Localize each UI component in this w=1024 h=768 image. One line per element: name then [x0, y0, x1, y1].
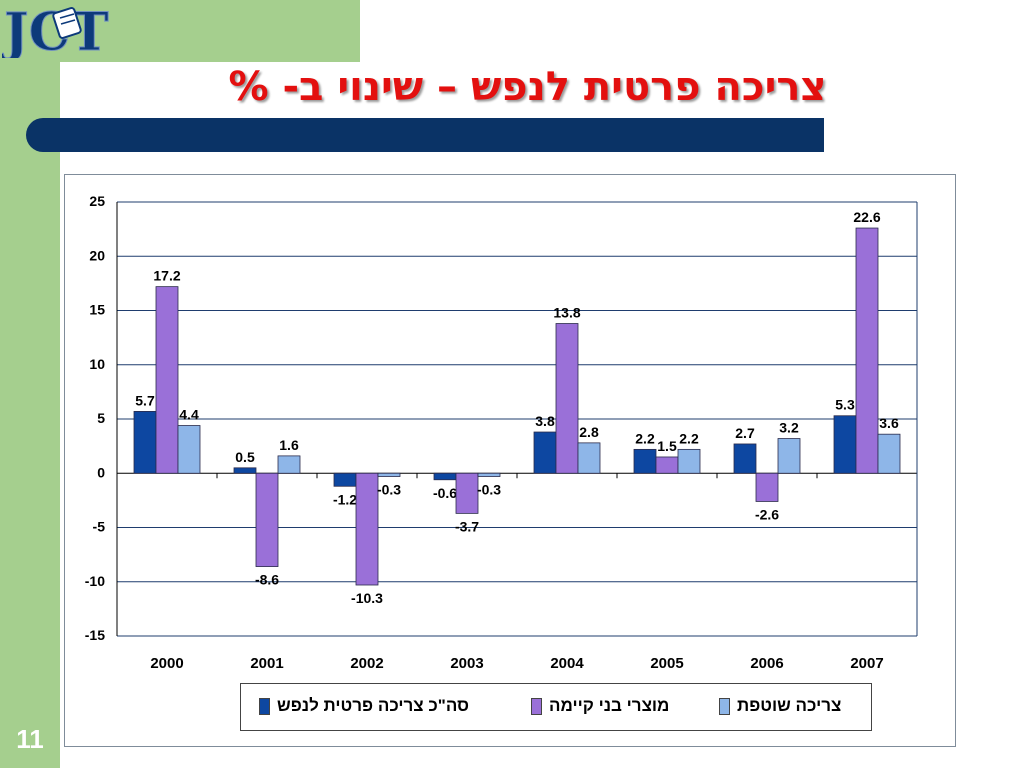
bar	[277, 455, 301, 474]
y-tick-label: 15	[89, 302, 105, 318]
data-label: 2.2	[635, 430, 655, 446]
bar	[377, 472, 401, 477]
legend-label-total: סה"כ צריכה פרטית לנפש	[277, 696, 470, 715]
legend-swatch-total	[259, 698, 270, 715]
bar	[455, 472, 479, 514]
chart-frame	[64, 174, 956, 747]
bar	[477, 472, 501, 477]
data-label: 17.2	[153, 268, 180, 284]
y-tick-label: 20	[89, 247, 105, 263]
data-label: -8.6	[255, 572, 279, 588]
data-label: -10.3	[351, 590, 383, 606]
x-tick-label: 2006	[750, 655, 783, 672]
x-tick-label: 2005	[650, 655, 683, 672]
bar	[433, 472, 457, 481]
data-label: -3.7	[455, 518, 479, 534]
legend-swatch-durables	[531, 698, 542, 715]
bar	[755, 472, 779, 502]
bar	[855, 227, 879, 474]
data-label: -0.6	[433, 485, 457, 501]
data-label: -1.2	[333, 491, 357, 507]
bar	[177, 425, 201, 474]
title-underline-bar	[26, 118, 824, 152]
bar	[355, 472, 379, 586]
page-number: 11	[16, 724, 44, 754]
data-label: 4.4	[179, 407, 199, 423]
data-label: -0.3	[477, 482, 501, 498]
bar	[633, 448, 657, 474]
bar	[877, 433, 901, 474]
legend-swatch-current	[719, 698, 730, 715]
y-tick-label: 0	[97, 464, 105, 480]
data-label: 1.5	[657, 438, 677, 454]
data-label: 5.3	[835, 397, 855, 413]
bar	[155, 286, 179, 474]
legend-label-current: צריכה שוטפת	[737, 696, 842, 715]
bar-chart: 25 20 15 10 5 0 -5 -10 -15 2000 5.7 17.2 4.4 2001 0.5 -…	[85, 193, 918, 672]
x-tick-label: 2000	[150, 655, 183, 672]
data-label: 22.6	[853, 209, 880, 225]
data-label: 2.2	[679, 430, 699, 446]
data-label: -2.6	[755, 506, 779, 522]
data-label: 2.7	[735, 425, 755, 441]
y-tick-label: 25	[89, 193, 105, 209]
bar	[577, 442, 601, 474]
data-label: 1.6	[279, 437, 299, 453]
bar	[333, 472, 357, 487]
data-label: -0.3	[377, 482, 401, 498]
bar	[677, 448, 701, 474]
data-label: 13.8	[553, 305, 580, 321]
x-tick-label: 2001	[250, 655, 283, 672]
y-tick-label: 10	[89, 356, 105, 372]
bar	[655, 456, 679, 474]
legend-label-durables: מוצרי בני קיימה	[549, 696, 670, 715]
data-label: 0.5	[235, 449, 255, 465]
data-label: 3.8	[535, 413, 555, 429]
y-tick-label: -5	[93, 519, 106, 535]
y-tick-label: 5	[97, 410, 105, 426]
slide-title: צריכה פרטית לנפש – שינוי ב- %	[228, 64, 827, 110]
x-tick-label: 2003	[450, 655, 483, 672]
x-tick-label: 2007	[850, 655, 883, 672]
bar	[555, 323, 579, 474]
left-decor-band	[0, 0, 60, 768]
bar	[733, 443, 757, 474]
y-tick-label: -10	[85, 573, 105, 589]
chart-legend: סה"כ צריכה פרטית לנפש מוצרי בני קיימה צר…	[240, 683, 872, 731]
bar	[233, 467, 257, 474]
y-tick-label: -15	[85, 627, 105, 643]
bar	[133, 411, 157, 474]
bar	[533, 431, 557, 474]
jct-logo: JCT	[2, 2, 109, 59]
bar	[777, 438, 801, 474]
data-label: 5.7	[135, 392, 155, 408]
bar	[833, 415, 857, 474]
x-tick-label: 2004	[550, 655, 584, 672]
data-label: 2.8	[579, 424, 599, 440]
svg-text:JCT: JCT	[2, 2, 109, 58]
bar	[255, 472, 279, 567]
data-label: 3.6	[879, 415, 899, 431]
data-label: 3.2	[779, 420, 799, 436]
x-tick-label: 2002	[350, 655, 383, 672]
